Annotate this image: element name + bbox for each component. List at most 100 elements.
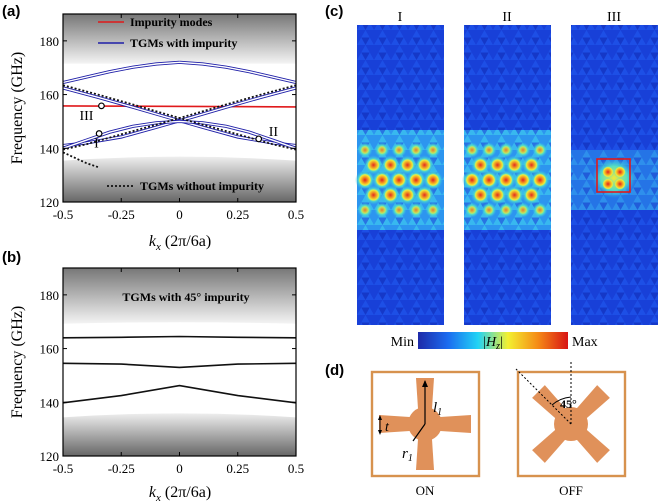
label-l1: l1 bbox=[433, 400, 442, 418]
b-xtick-label-4: 0.5 bbox=[288, 461, 304, 476]
legend-impurity-modes: Impurity modes bbox=[130, 15, 213, 29]
a-xtick-label-1: -0.25 bbox=[108, 207, 135, 222]
chart-b-title: TGMs with 45° impurity bbox=[122, 290, 249, 304]
hotI-hotspot bbox=[366, 188, 381, 202]
hotI-hotspot bbox=[417, 188, 432, 202]
b-xtick-label-2: 0 bbox=[176, 461, 183, 476]
field-map-title-II: II bbox=[502, 10, 512, 25]
colorbar-min: Min bbox=[391, 335, 414, 350]
marker-II bbox=[255, 135, 263, 143]
chart-b-xlabel: kx (2π/6a) bbox=[149, 484, 211, 502]
hotI-hotspot bbox=[392, 173, 406, 187]
marker-label-I: I bbox=[94, 137, 99, 152]
a-ytick-label-3: 180 bbox=[40, 34, 60, 49]
chart-b-bulk-upper bbox=[63, 268, 296, 324]
chart-a-bulk-lower bbox=[63, 156, 296, 202]
panel-label-d: (d) bbox=[325, 362, 344, 379]
hotII-hotspot bbox=[507, 188, 522, 202]
chart-a-legend: Impurity modes TGMs with impurity TGMs w… bbox=[98, 15, 264, 193]
colorbar-label: |Hz| bbox=[483, 335, 503, 352]
a-xtick-label-4: 0.5 bbox=[288, 207, 304, 222]
unit-cell-off: 45° OFF bbox=[515, 361, 627, 498]
b-ytick-label-2: 160 bbox=[40, 342, 60, 357]
marker-label-II: II bbox=[269, 125, 279, 140]
b-xtick-label-3: 0.25 bbox=[226, 461, 249, 476]
hotI-hotspot bbox=[383, 188, 398, 202]
hotI-hotspot bbox=[411, 205, 421, 215]
hotII-hotspot bbox=[535, 205, 545, 215]
hotI-hotspot bbox=[366, 158, 381, 172]
hotI-hotspot bbox=[394, 145, 404, 155]
chart-a-xlabel: kx (2π/6a) bbox=[149, 233, 211, 253]
hotII-hotspot bbox=[499, 173, 513, 187]
hotI-hotspot bbox=[400, 188, 415, 202]
field-map-I bbox=[355, 25, 444, 325]
marker-III bbox=[98, 102, 105, 110]
field-map-III bbox=[571, 25, 658, 325]
field-map-II bbox=[462, 25, 551, 325]
hotII-hotspot bbox=[490, 188, 505, 202]
hotII-hotspot bbox=[473, 158, 488, 172]
hotI-hotspot bbox=[377, 145, 387, 155]
field-maps: I II III Min |Hz| bbox=[355, 10, 658, 352]
b-series-1 bbox=[62, 362, 297, 369]
chart-b: TGMs with 45° impurity -0.5 -0.25 0 0.25 0.5… bbox=[9, 267, 304, 502]
panel-label-c: (c) bbox=[325, 3, 343, 20]
marker-label-III: III bbox=[79, 109, 93, 124]
a-xtick-label-3: 0.25 bbox=[226, 207, 249, 222]
hotI-hotspot bbox=[411, 145, 421, 155]
label-r1: r1 bbox=[402, 446, 413, 464]
legend-tgms-without-impurity: TGMs without impurity bbox=[140, 179, 264, 193]
b-ytick-label-1: 140 bbox=[40, 395, 60, 410]
hotII-hotspot bbox=[524, 158, 539, 172]
b-series-2 bbox=[62, 384, 297, 404]
hotII-hotspot bbox=[516, 173, 530, 187]
hotII-hotspot bbox=[501, 205, 511, 215]
hotII-hotspot bbox=[518, 145, 528, 155]
hotI-hotspot bbox=[358, 173, 372, 187]
hotII-hotspot bbox=[535, 145, 545, 155]
hotII-hotspot bbox=[501, 145, 511, 155]
hotII-hotspot bbox=[467, 145, 477, 155]
hotI-hotspot bbox=[426, 173, 440, 187]
field-map-title-I: I bbox=[398, 10, 403, 25]
colorbar: Min |Hz| Max bbox=[391, 332, 598, 352]
hotII-hotspot bbox=[465, 173, 479, 187]
hotI-hotspot bbox=[409, 173, 423, 187]
a-ytick-label-1: 140 bbox=[40, 141, 60, 156]
on-label: ON bbox=[416, 483, 435, 498]
hotII-hotspot bbox=[490, 158, 505, 172]
b-series-0 bbox=[62, 335, 297, 339]
hotII-hotspot bbox=[484, 145, 494, 155]
a-series-7 bbox=[62, 84, 297, 151]
hotI-hotspot bbox=[428, 205, 438, 215]
label-t: t bbox=[385, 420, 390, 435]
a-series-2 bbox=[179, 61, 297, 84]
label-45-degrees: 45° bbox=[560, 397, 577, 411]
chart-b-ylabel: Frequency (GHz) bbox=[9, 306, 26, 418]
a-xtick-label-0: -0.5 bbox=[53, 207, 74, 222]
hotI-hotspot bbox=[360, 205, 370, 215]
panel-label-b: (b) bbox=[2, 249, 21, 266]
hotI-hotspot bbox=[394, 205, 404, 215]
a-xtick-label-2: 0 bbox=[176, 207, 183, 222]
chart-b-bulk-lower bbox=[63, 413, 296, 456]
legend-tgms-with-impurity: TGMs with impurity bbox=[130, 36, 237, 50]
field-map-title-III: III bbox=[607, 10, 621, 25]
panel-label-a: (a) bbox=[2, 3, 20, 20]
marker-I bbox=[95, 130, 103, 137]
hotII-hotspot bbox=[473, 188, 488, 202]
unit-cell-on: t l1 r1 ON bbox=[370, 370, 481, 498]
b-ytick-label-3: 180 bbox=[40, 288, 60, 303]
hotI-hotspot bbox=[375, 173, 389, 187]
a-series-1-outline bbox=[62, 60, 180, 85]
hotII-hotspot bbox=[518, 205, 528, 215]
b-xtick-label-0: -0.5 bbox=[53, 461, 74, 476]
hotII-hotspot bbox=[507, 158, 522, 172]
hotI-hotspot bbox=[417, 158, 432, 172]
a-ytick-label-2: 160 bbox=[40, 88, 60, 103]
a-series-1 bbox=[62, 61, 180, 84]
b-ytick-label-0: 120 bbox=[40, 449, 60, 464]
